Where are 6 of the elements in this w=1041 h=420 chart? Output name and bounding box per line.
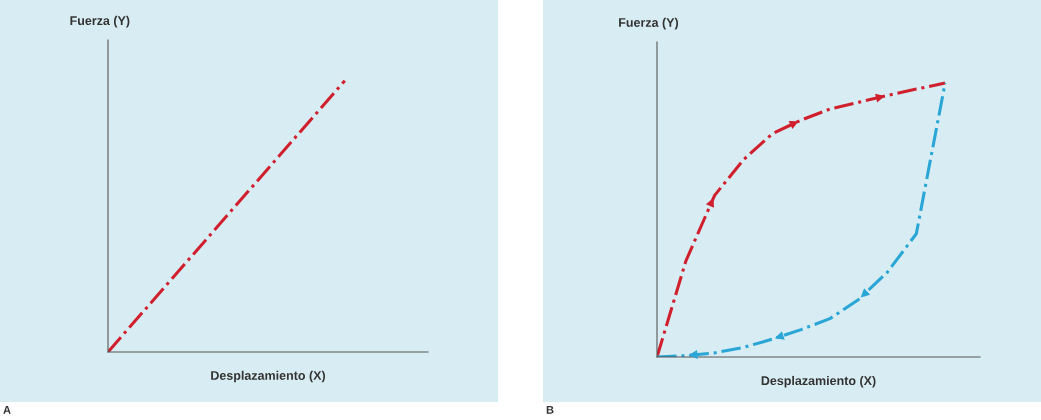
y-axis-title: Fuerza (Y) <box>619 17 679 30</box>
text: B <box>546 406 554 414</box>
x-axis-title: Desplazamiento (X) <box>211 370 326 383</box>
text: A <box>3 406 11 414</box>
y-axis-title: Fuerza (Y) <box>70 15 130 28</box>
x-axis-title: Desplazamiento (X) <box>761 375 876 388</box>
